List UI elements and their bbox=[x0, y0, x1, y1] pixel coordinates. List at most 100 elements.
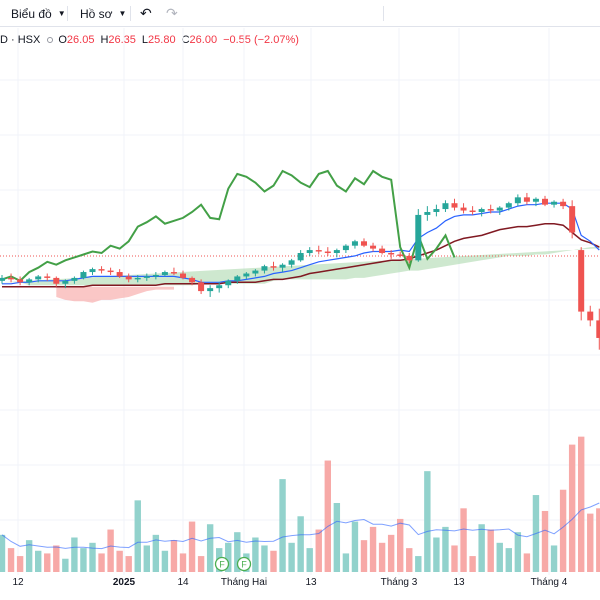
candle-body bbox=[523, 197, 530, 202]
event-marker-label: F bbox=[241, 560, 247, 570]
candle-body bbox=[397, 254, 404, 256]
symbol-label[interactable]: D · HSX bbox=[0, 34, 41, 46]
volume-bar bbox=[415, 556, 422, 572]
chevron-down-icon: ▼ bbox=[57, 9, 66, 18]
x-axis-tick-label: 2025 bbox=[113, 577, 136, 588]
chart-menu[interactable]: Biểu đồ ▼ bbox=[11, 0, 66, 27]
toolbar-divider bbox=[67, 6, 68, 21]
candle-body bbox=[415, 214, 422, 261]
volume-bar bbox=[578, 436, 585, 572]
volume-bar bbox=[460, 508, 467, 572]
candle-body bbox=[442, 203, 449, 210]
event-marker-circle bbox=[236, 556, 252, 572]
candle-body bbox=[478, 209, 485, 212]
volume-bar bbox=[568, 444, 576, 572]
volume-bar bbox=[16, 556, 24, 572]
close-label: C bbox=[181, 34, 190, 46]
ichimoku-cloud bbox=[2, 246, 600, 286]
candle-body bbox=[306, 250, 313, 254]
candle-body bbox=[288, 260, 295, 265]
volume-bar bbox=[288, 542, 295, 572]
volume-bar bbox=[261, 545, 268, 572]
candle-body bbox=[44, 276, 51, 278]
x-axis-tick-label: Tháng 3 bbox=[381, 577, 418, 588]
volume-bar bbox=[71, 537, 78, 572]
candle-body bbox=[297, 253, 304, 261]
volume-bar bbox=[478, 524, 485, 572]
candle-body bbox=[406, 255, 413, 261]
chikou-span-line bbox=[1, 169, 456, 283]
candle-body bbox=[361, 241, 367, 246]
volume-bar bbox=[550, 545, 558, 572]
candle-body bbox=[26, 279, 33, 283]
event-marker[interactable]: F bbox=[236, 556, 252, 572]
low-value: 25.80 bbox=[148, 34, 176, 46]
candle-body bbox=[107, 270, 114, 273]
candle-body bbox=[53, 277, 60, 284]
volume-bar bbox=[559, 489, 567, 572]
close-value: 26.00 bbox=[189, 34, 218, 46]
volume-bar bbox=[496, 542, 503, 572]
x-axis-tick-label: 12 bbox=[12, 577, 24, 588]
candle-body bbox=[451, 203, 458, 208]
chart-menu-label: Biểu đồ bbox=[11, 6, 52, 21]
volume-bar bbox=[252, 537, 259, 572]
candle-body bbox=[0, 277, 5, 281]
candle-body bbox=[116, 272, 123, 277]
status-dot-icon bbox=[47, 37, 54, 43]
candle-body bbox=[98, 269, 105, 271]
redo-icon[interactable]: ↷ bbox=[166, 5, 178, 21]
ohlc-legend: D · HSX O 26.05 H 26.35 L 25.80 C 26.00 −0.5… bbox=[0, 31, 299, 49]
open-value: 26.05 bbox=[66, 34, 95, 46]
candle-body bbox=[342, 245, 349, 251]
volume-bar bbox=[270, 550, 277, 572]
candle-body bbox=[279, 264, 286, 268]
volume-bar bbox=[0, 534, 6, 572]
event-marker[interactable]: F bbox=[214, 556, 230, 572]
candle-body bbox=[62, 280, 69, 284]
candle-body bbox=[152, 274, 159, 277]
candle-body bbox=[170, 272, 177, 274]
volume-bar bbox=[107, 529, 114, 572]
candle-body bbox=[198, 282, 205, 292]
candle-body bbox=[143, 276, 150, 278]
volume-bar bbox=[225, 542, 232, 572]
volume-bar bbox=[279, 479, 286, 572]
candle-body bbox=[161, 272, 168, 275]
candle-body bbox=[216, 285, 223, 289]
candle-body bbox=[252, 270, 259, 274]
volume-bar bbox=[161, 550, 169, 572]
volume-bar bbox=[179, 553, 187, 572]
volume-bar bbox=[44, 553, 51, 572]
volume-bar bbox=[324, 460, 331, 572]
candle-body bbox=[17, 279, 24, 283]
undo-icon[interactable]: ↶ bbox=[140, 5, 152, 21]
volume-bar bbox=[197, 556, 205, 572]
candle-body bbox=[8, 277, 15, 280]
volume-bar bbox=[360, 540, 368, 572]
open-label: O bbox=[58, 34, 67, 46]
candle-body bbox=[424, 211, 431, 215]
toolbar-divider bbox=[130, 6, 131, 21]
volume-bar bbox=[206, 524, 214, 572]
candle-body bbox=[551, 201, 558, 205]
volume-bar bbox=[188, 521, 196, 572]
candle-body bbox=[89, 269, 96, 273]
volume-bar bbox=[80, 548, 87, 572]
candle-body bbox=[469, 210, 476, 212]
volume-bar bbox=[523, 553, 531, 572]
candle-body bbox=[460, 207, 467, 211]
candle-body bbox=[379, 248, 386, 254]
volume-bar bbox=[541, 510, 549, 572]
candle-body bbox=[560, 201, 567, 207]
candle-body bbox=[542, 198, 548, 205]
kijun-sen-line bbox=[2, 222, 600, 288]
volume-bar bbox=[25, 540, 33, 572]
high-label: H bbox=[100, 34, 109, 46]
candle-body bbox=[370, 245, 377, 249]
event-marker-circle bbox=[214, 556, 230, 572]
candle-body bbox=[134, 277, 141, 280]
candle-body bbox=[578, 250, 585, 312]
profile-menu[interactable]: Hồ sơ ▼ bbox=[80, 0, 126, 27]
